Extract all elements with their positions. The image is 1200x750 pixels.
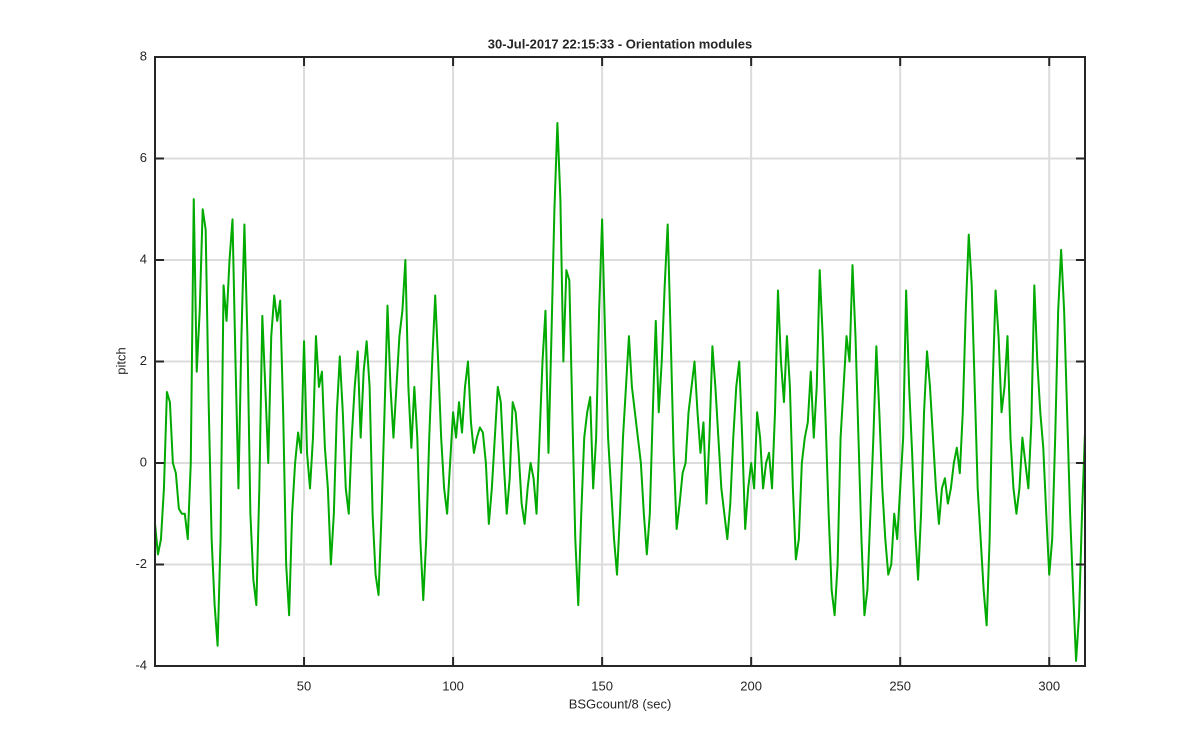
- y-axis-label: pitch: [113, 347, 128, 374]
- x-tick-label: 200: [740, 678, 762, 693]
- y-tick-label: 6: [140, 150, 147, 165]
- chart-title: 30-Jul-2017 22:15:33 - Orientation modul…: [488, 36, 752, 51]
- y-tick-label: 4: [140, 251, 147, 266]
- x-axis-label: BSGcount/8 (sec): [569, 696, 672, 711]
- data-line: [154, 121, 1086, 662]
- x-tick-label: 100: [442, 678, 464, 693]
- x-tick-label: 300: [1038, 678, 1060, 693]
- x-tick-label: 50: [297, 678, 311, 693]
- y-tick-label: -2: [135, 556, 147, 571]
- plot-layer: [154, 121, 1086, 662]
- x-tick-label: 250: [889, 678, 911, 693]
- y-tick-label: 8: [140, 48, 147, 63]
- y-tick-label: 0: [140, 454, 147, 469]
- y-tick-label: -4: [135, 657, 147, 672]
- y-tick-label: 2: [140, 353, 147, 368]
- x-tick-label: 150: [591, 678, 613, 693]
